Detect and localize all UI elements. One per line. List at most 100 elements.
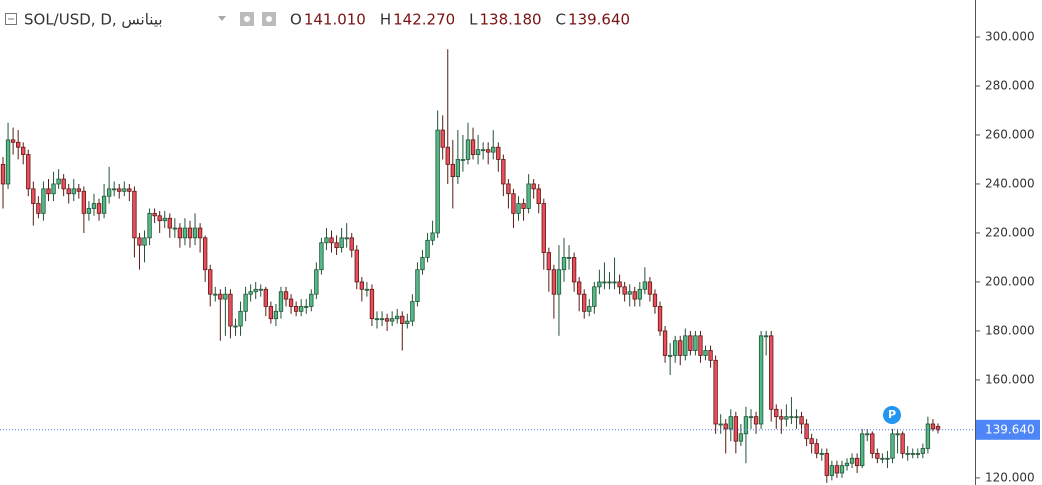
candle-body-up [607,281,612,284]
candle-body-up [597,281,602,288]
candle-body-up [849,457,855,464]
candle-body-down [713,359,718,425]
settings-icon-center [266,16,272,22]
candle-body-up [233,325,238,328]
candle-body-up [425,239,430,258]
candle-body-up [273,310,279,320]
candle-body-up [829,465,835,476]
candle-body-down [293,306,299,312]
field-label: H [380,11,391,29]
candle-body-down [96,203,102,214]
candle-body-up [122,188,127,192]
field-value: 142.270 [393,11,455,29]
candle-body-down [769,335,774,410]
candle-body-down [31,188,36,204]
candle-body-up [465,139,471,160]
field-value: 141.010 [304,11,366,29]
candle-body-up [420,257,425,271]
candle-body-up [304,306,309,308]
candle-body-up [142,237,147,246]
candle-body-up [172,227,178,230]
candle-body-down [541,203,546,253]
candle-body-up [667,355,673,357]
candle-body-up [430,232,435,241]
candle-body-down [66,188,71,195]
candle-body-up [890,433,895,459]
candle-body-down [496,146,501,160]
candle-body-down [76,188,81,192]
field-label: O [290,11,302,29]
field-label: C [556,11,566,29]
candle-body-down [440,129,445,148]
candle-body-down [177,227,183,239]
candle-body-up [844,462,850,467]
candle-body-down [354,249,359,283]
candle-body-up [319,242,324,271]
candle-body-up [253,288,258,293]
candle-body-up [243,293,248,312]
candle-body-down [228,293,233,327]
candle-body-up [673,340,678,356]
candle-body-down [875,453,880,459]
y-tick-label: 260.000 [985,127,1035,141]
candle-body-up [748,416,754,419]
candle-body-up [182,227,188,239]
legend: SOL/USD, D, بينانس O 141.010 H 142.270 L 138.… [5,11,630,29]
candle-body-up [763,335,769,338]
candle-body-up [839,465,845,474]
y-tick-label: 200.000 [985,274,1035,288]
candle-body-up [602,281,607,284]
candle-body-down [46,188,51,195]
candle-body-up [683,335,688,356]
collapse-icon[interactable] [5,13,17,25]
candle-body-up [880,457,885,460]
candle-body-up [526,183,531,209]
candle-body-down [263,288,268,307]
candle-body-up [642,281,648,290]
candle-body-up [612,281,617,284]
candle-body-down [15,141,21,148]
candle-body-down [546,252,552,271]
ohlc-fields: O 141.010 H 142.270 L 138.180 C 139.640 [290,11,630,29]
candle-body-up [223,293,228,300]
candle-body-down [698,335,703,356]
candle-body-down [349,237,354,251]
candle-body-up [789,416,794,419]
candle-body-up [410,301,415,322]
candle-body-up [925,423,931,449]
candle-body-up [379,318,385,321]
candle-body-down [647,281,653,295]
candle-body-down [708,350,713,361]
candle-body-down [359,281,365,290]
candle-body-down [930,423,936,430]
candle-body-down [824,453,829,476]
dropdown-arrow[interactable] [218,16,226,21]
marker-badge [883,406,901,424]
candle-body-up [238,310,243,327]
candle-body-down [662,330,668,356]
candle-body-up [415,269,420,302]
y-tick-label: 160.000 [985,372,1035,386]
candle-body-down [157,215,162,222]
candle-body-up [248,291,253,295]
candle-body-down [617,281,622,288]
candle-body-down [870,433,875,454]
candle-body-up [278,291,284,312]
candle-body-down [753,416,759,425]
candle-body-up [314,269,319,295]
y-tick-label: 220.000 [985,225,1035,239]
candle-body-down [127,188,132,192]
candle-body-down [369,288,375,320]
candle-body-up [587,306,592,312]
candle-body-down [208,269,213,295]
candle-body-down [551,269,557,295]
candle-body-up [758,335,764,425]
candle-body-down [61,178,66,190]
candle-body-down [0,163,6,185]
candle-body-down [521,203,526,209]
candle-body-down [501,159,506,185]
y-tick-label: 300.000 [985,29,1035,43]
